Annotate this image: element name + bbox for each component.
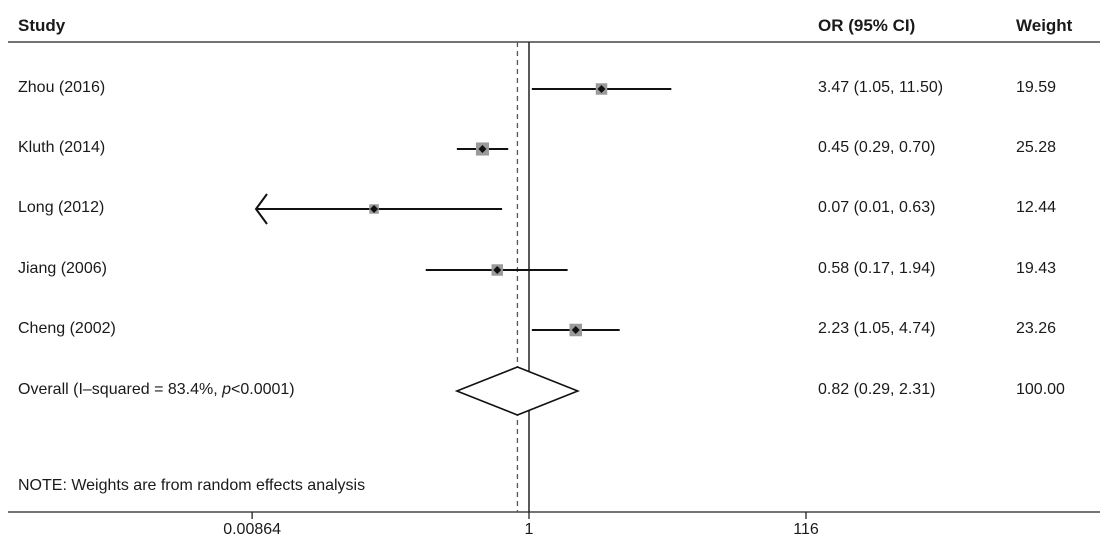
point-estimate bbox=[493, 266, 502, 274]
weight-value: 23.26 bbox=[1016, 320, 1057, 337]
overall-weight-value: 100.00 bbox=[1016, 381, 1065, 398]
or-column-header: OR (95% CI) bbox=[818, 16, 916, 35]
or-ci-value: 0.58 (0.17, 1.94) bbox=[818, 260, 936, 277]
or-ci-value: 0.07 (0.01, 0.63) bbox=[818, 199, 936, 216]
overall-label-suffix: <0.0001) bbox=[231, 381, 295, 398]
weight-value: 25.28 bbox=[1016, 139, 1057, 156]
x-tick-label: 0.00864 bbox=[223, 521, 282, 538]
study-label: Kluth (2014) bbox=[18, 139, 106, 156]
or-ci-value: 0.45 (0.29, 0.70) bbox=[818, 139, 936, 156]
overall-label: Overall (I–squared = 83.4%, p<0.0001) bbox=[18, 381, 295, 399]
weights-note: NOTE: Weights are from random effects an… bbox=[18, 477, 366, 494]
overall-label-prefix: Overall (I–squared = 83.4%, bbox=[18, 381, 223, 398]
study-label: Zhou (2016) bbox=[18, 79, 106, 96]
point-estimate bbox=[370, 205, 379, 213]
weight-value: 12.44 bbox=[1016, 199, 1057, 216]
overall-or-ci-value: 0.82 (0.29, 2.31) bbox=[818, 381, 936, 398]
overall-diamond bbox=[454, 366, 580, 416]
study-label: Long (2012) bbox=[18, 199, 105, 216]
x-tick-label: 116 bbox=[793, 521, 819, 538]
study-column-header: Study bbox=[18, 16, 66, 35]
weight-column-header: Weight bbox=[1016, 16, 1073, 35]
weight-value: 19.59 bbox=[1016, 79, 1057, 96]
x-tick-label: 1 bbox=[524, 521, 534, 538]
point-estimate bbox=[597, 85, 606, 93]
study-label: Jiang (2006) bbox=[18, 260, 107, 277]
point-estimate bbox=[571, 326, 580, 334]
point-estimate bbox=[478, 145, 487, 153]
overall-label-p: p bbox=[222, 381, 232, 398]
or-ci-value: 2.23 (1.05, 4.74) bbox=[818, 320, 936, 337]
ci-arrow bbox=[254, 193, 268, 225]
weight-value: 19.43 bbox=[1016, 260, 1057, 277]
or-ci-value: 3.47 (1.05, 11.50) bbox=[818, 79, 944, 96]
study-label: Cheng (2002) bbox=[18, 320, 116, 337]
